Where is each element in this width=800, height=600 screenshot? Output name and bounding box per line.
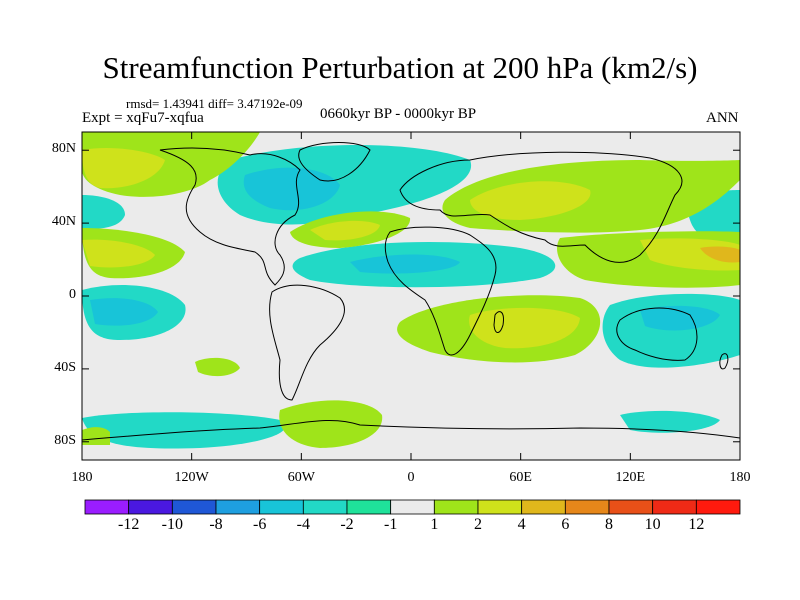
colorbar-label: 1 bbox=[430, 516, 439, 533]
lat-tick-label: 40S bbox=[54, 359, 76, 375]
colorbar-swatch bbox=[128, 499, 173, 515]
contour-region bbox=[82, 195, 125, 229]
lon-tick-label: 0 bbox=[407, 470, 415, 485]
contour-region bbox=[82, 239, 155, 268]
experiment-label: Expt = xqFu7-xqfua bbox=[82, 110, 204, 126]
contour-region bbox=[82, 148, 165, 189]
colorbar-label: -2 bbox=[340, 516, 354, 533]
colorbar-swatch bbox=[608, 499, 654, 515]
lon-tick-label: 180 bbox=[71, 470, 93, 485]
colorbar-swatch bbox=[433, 499, 479, 515]
coastline-south-america bbox=[269, 284, 345, 401]
contour-region bbox=[620, 410, 720, 433]
colorbar-swatch bbox=[477, 499, 523, 515]
coastline-greenland bbox=[298, 142, 371, 182]
colorbar-label: -8 bbox=[209, 516, 223, 533]
contour-region bbox=[640, 305, 720, 331]
lon-tick-label: 120E bbox=[615, 470, 646, 485]
colorbar-label: -12 bbox=[117, 516, 140, 533]
colorbar-swatch bbox=[302, 499, 348, 515]
lon-tick-label: 120W bbox=[174, 470, 209, 485]
colorbar-label: -10 bbox=[161, 516, 183, 533]
coastline-africa bbox=[384, 226, 497, 356]
colorbar-swatch bbox=[564, 499, 610, 515]
lon-tick-label: 180 bbox=[729, 470, 751, 485]
lat-tick-label: 80S bbox=[54, 432, 76, 448]
coastline-new-zealand bbox=[719, 353, 729, 370]
colorbar-swatch bbox=[695, 499, 741, 515]
colorbar-label: 12 bbox=[688, 516, 705, 533]
coastline-madagascar bbox=[493, 311, 504, 333]
colorbar-swatch bbox=[390, 499, 435, 515]
lat-tick-label: 80N bbox=[51, 141, 76, 157]
contour-region bbox=[82, 427, 110, 445]
colorbar-swatch bbox=[652, 499, 697, 515]
stats-text: rmsd= 1.43941 diff= 3.47192e-09 bbox=[126, 96, 303, 111]
colorbar-label: 8 bbox=[605, 516, 613, 533]
coastlines bbox=[82, 142, 740, 441]
coastline-australia bbox=[616, 307, 698, 361]
contour-region bbox=[90, 298, 158, 326]
lat-tick-label: 0 bbox=[69, 287, 76, 302]
contour-region bbox=[640, 238, 740, 271]
colorbar bbox=[84, 499, 741, 515]
colorbar-swatch bbox=[84, 499, 130, 515]
contour-region bbox=[82, 412, 286, 449]
contour-region bbox=[195, 357, 240, 377]
lon-tick-label: 60E bbox=[509, 470, 532, 485]
colorbar-swatch bbox=[346, 499, 392, 515]
colorbar-swatch bbox=[259, 499, 304, 515]
contour-region bbox=[279, 400, 383, 448]
coastline-antarctica bbox=[82, 419, 740, 441]
colorbar-swatch bbox=[521, 499, 566, 515]
colorbar-label: -4 bbox=[296, 516, 310, 533]
contour-region bbox=[469, 307, 580, 349]
colorbar-label: 2 bbox=[474, 516, 482, 533]
lat-tick-label: 40N bbox=[51, 214, 76, 230]
colorbar-label: 10 bbox=[644, 516, 661, 533]
colorbar-label: -1 bbox=[383, 516, 398, 533]
contour-region bbox=[470, 181, 591, 220]
plot-title: Streamfunction Perturbation at 200 hPa (… bbox=[102, 50, 698, 85]
colorbar-label: 4 bbox=[517, 516, 526, 533]
coastline-eurasia bbox=[399, 151, 683, 263]
colorbar-label: 6 bbox=[561, 516, 570, 533]
coastline-north-america bbox=[159, 147, 301, 286]
contour-region bbox=[310, 220, 380, 241]
axis-ticks bbox=[81, 132, 741, 460]
colorbar-label: -6 bbox=[252, 516, 267, 533]
colorbar-swatch bbox=[215, 499, 261, 515]
season-label: ANN bbox=[706, 110, 739, 126]
period-label: 0660kyr BP - 0000kyr BP bbox=[320, 106, 477, 122]
contour-region bbox=[602, 293, 740, 368]
map-panel bbox=[82, 132, 740, 460]
colorbar-swatch bbox=[171, 499, 217, 515]
lon-tick-label: 60W bbox=[287, 470, 315, 485]
contour-region bbox=[243, 167, 340, 211]
contour-region bbox=[350, 254, 460, 274]
contour-region bbox=[700, 246, 740, 263]
